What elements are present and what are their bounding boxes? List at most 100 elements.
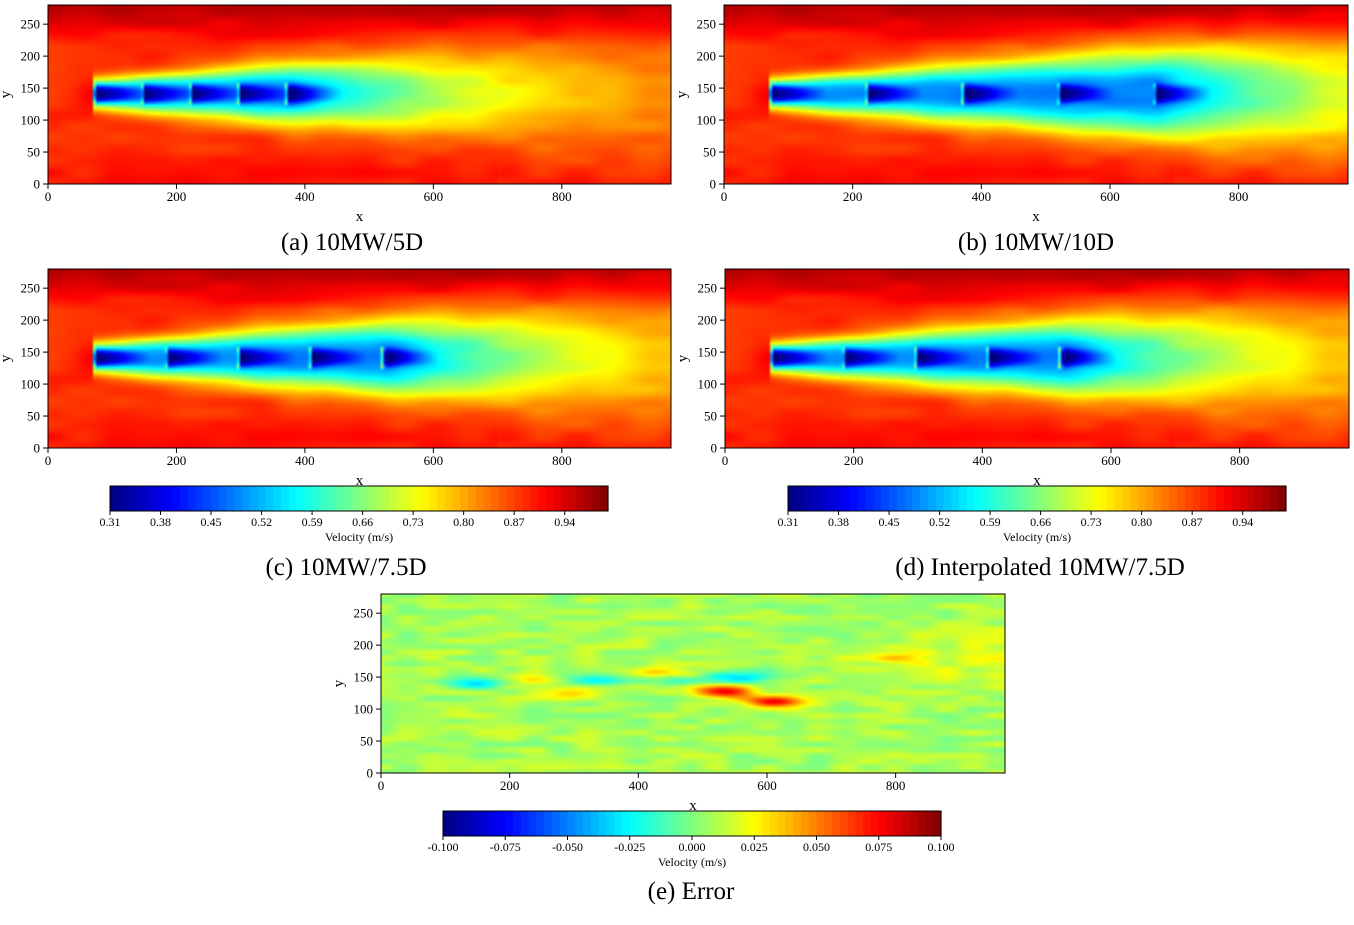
colorbar-c: 0.31 0.38 0.45 0.52 0.59 0.66 0.73 0.80 0.87 0.94… xyxy=(100,485,609,544)
colorbar-tick-label: -0.050 xyxy=(552,840,583,854)
colorbar-segment xyxy=(723,811,732,836)
colorbar-tick-label: 0.45 xyxy=(201,515,222,529)
y-tick-label-d: 0 xyxy=(711,441,718,456)
colorbar-segment xyxy=(491,486,500,511)
colorbar-segment xyxy=(842,486,851,511)
colorbar-segment xyxy=(397,486,407,511)
colorbar-segment xyxy=(576,486,586,511)
colorbar-segment xyxy=(583,811,592,836)
plot-frame-b xyxy=(723,4,1349,185)
x-tick-label-c: 200 xyxy=(167,453,187,468)
colorbar-tick-label: 0.38 xyxy=(150,515,171,529)
x-tick-label-c: 0 xyxy=(45,453,52,468)
colorbar-segment xyxy=(544,811,553,836)
colorbar-segment xyxy=(808,811,818,836)
y-tick-label-c: 100 xyxy=(21,377,41,392)
colorbar-segment xyxy=(421,486,430,511)
colorbar-segment xyxy=(951,486,960,511)
colorbar-segment xyxy=(925,811,934,836)
colorbar-segment xyxy=(769,811,779,836)
colorbar-segment xyxy=(738,811,748,836)
colorbar-segment xyxy=(551,811,561,836)
colorbar-tick-label: 0.050 xyxy=(803,840,830,854)
x-axis-label-b: x xyxy=(1032,209,1040,225)
colorbar-segment xyxy=(458,811,467,836)
colorbar-segment xyxy=(450,811,460,836)
x-axis-label-c: x xyxy=(356,473,364,489)
colorbar-segment xyxy=(715,811,724,836)
colorbar-segment xyxy=(1130,486,1139,511)
colorbar-tick-label: 0.87 xyxy=(504,515,525,529)
colorbar-segment xyxy=(506,486,516,511)
colorbar-segment xyxy=(1083,486,1093,511)
colorbar-tick-label: 0.80 xyxy=(453,515,474,529)
colorbar-segment xyxy=(621,811,631,836)
colorbar-segment xyxy=(520,811,530,836)
colorbar-segment xyxy=(1169,486,1178,511)
y-tick-label-c: 150 xyxy=(21,345,41,360)
colorbar-segment xyxy=(1239,486,1248,511)
colorbar-segment xyxy=(226,486,236,511)
x-tick-label-a: 200 xyxy=(167,189,187,204)
caption-c: (c) 10MW/7.5D xyxy=(265,554,427,581)
y-tick-label-e: 0 xyxy=(367,766,374,781)
plot-frame-c xyxy=(47,268,672,449)
colorbar-segment xyxy=(598,811,608,836)
x-tick-label-e: 600 xyxy=(757,778,777,793)
colorbar-segment xyxy=(156,486,166,511)
colorbar-segment xyxy=(1060,486,1069,511)
colorbar-segment xyxy=(405,486,415,511)
x-tick-label-b: 600 xyxy=(1100,189,1120,204)
colorbar-d: 0.31 0.38 0.45 0.52 0.59 0.66 0.73 0.80 0.87 0.94… xyxy=(778,485,1287,544)
x-tick-label-d: 400 xyxy=(973,453,993,468)
y-tick-label-a: 100 xyxy=(21,113,41,128)
y-tick-label-a: 0 xyxy=(34,177,41,192)
colorbar-segment xyxy=(855,811,864,836)
colorbar-segment xyxy=(172,486,181,511)
colorbar-segment xyxy=(559,811,569,836)
y-tick-label-b: 250 xyxy=(697,17,717,32)
y-tick-label-b: 100 xyxy=(697,113,717,128)
colorbar-segment xyxy=(281,486,290,511)
x-tick-label-a: 400 xyxy=(295,189,315,204)
plot-frame-e xyxy=(380,593,1006,774)
colorbar-segment xyxy=(819,486,828,511)
colorbar-segment xyxy=(180,486,189,511)
caption-a: (a) 10MW/5D xyxy=(280,229,424,256)
colorbar-segment xyxy=(1107,486,1116,511)
colorbar-tick-label: 0.87 xyxy=(1182,515,1203,529)
colorbar-frame-d xyxy=(787,485,1287,512)
x-tick-label-e: 200 xyxy=(500,778,520,793)
caption-d: (d) Interpolated 10MW/7.5D xyxy=(895,554,1185,581)
colorbar-segment xyxy=(390,486,399,511)
colorbar-tick-label: 0.94 xyxy=(1232,515,1253,529)
colorbar-segment xyxy=(187,486,197,511)
colorbar-segment xyxy=(645,811,654,836)
colorbar-tick-label: 0.38 xyxy=(828,515,849,529)
plot-frame-a xyxy=(47,4,672,185)
colorbar-segment xyxy=(886,811,895,836)
colorbar-segment xyxy=(211,486,220,511)
colorbar-tick-label: 0.80 xyxy=(1131,515,1152,529)
colorbar-segment xyxy=(896,486,906,511)
colorbar-segment xyxy=(505,811,514,836)
colorbar-segment xyxy=(839,811,849,836)
colorbar-segment xyxy=(1013,486,1023,511)
colorbar-segment xyxy=(522,486,531,511)
caption-e: (e) Error xyxy=(647,878,735,905)
colorbar-segment xyxy=(452,486,461,511)
colorbar-tick-label: -0.100 xyxy=(428,840,459,854)
colorbar-segment xyxy=(878,811,888,836)
colorbar-segment xyxy=(785,811,794,836)
x-tick-label-b: 0 xyxy=(721,189,728,204)
colorbar-segment xyxy=(444,486,453,511)
colorbar-segment xyxy=(460,486,469,511)
y-tick-label-a: 150 xyxy=(21,81,41,96)
colorbar-segment xyxy=(475,486,485,511)
colorbar-segment xyxy=(699,811,709,836)
colorbar-segment xyxy=(320,486,329,511)
colorbar-segment xyxy=(746,811,755,836)
y-axis-label-c: y xyxy=(0,354,14,362)
